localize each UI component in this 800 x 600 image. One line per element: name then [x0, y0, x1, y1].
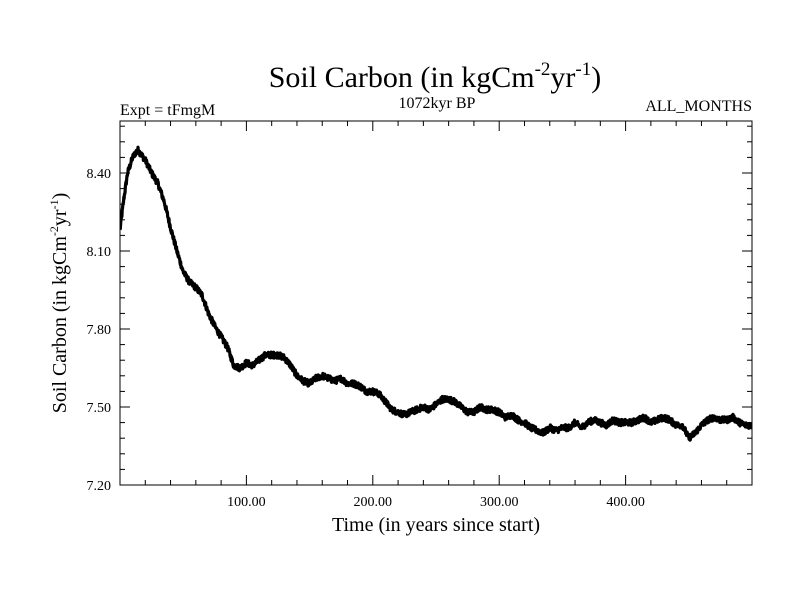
y-axis-label-sup2: -1	[47, 199, 61, 209]
x-axis: 100.00 200.00 300.00 400.00	[144, 121, 728, 510]
chart-title-text: Soil Carbon (in kgCm	[269, 61, 535, 94]
y-axis-label-sup1: -2	[47, 226, 61, 236]
y-tick-label: 7.20	[87, 479, 112, 494]
x-tick-label: 100.00	[227, 495, 266, 510]
plot-frame	[119, 120, 753, 486]
header-right-label: ALL_MONTHS	[645, 98, 752, 115]
chart-title-close: )	[591, 61, 601, 94]
y-axis: 7.20 7.50 7.80 8.10 8.40	[87, 125, 752, 494]
y-tick-label: 7.50	[87, 401, 112, 416]
y-tick-label: 7.80	[87, 323, 112, 338]
x-tick-label: 400.00	[606, 495, 645, 510]
series-group	[120, 145, 752, 442]
chart-title-sup1: -2	[535, 59, 551, 80]
header-left-label: Expt = tFmgM	[120, 102, 215, 119]
y-axis-label-text: Soil Carbon (in kgCm	[49, 236, 71, 414]
y-tick-label: 8.40	[87, 167, 112, 182]
x-tick-label: 200.00	[354, 495, 393, 510]
x-tick-label: 300.00	[480, 495, 519, 510]
y-axis-label-mid: yr	[49, 209, 71, 226]
chart-title-sup2: -1	[575, 59, 591, 80]
x-axis-label: Time (in years since start)	[332, 514, 540, 536]
y-tick-label: 8.10	[87, 245, 112, 260]
chart-title-mid: yr	[550, 61, 575, 94]
chart-title: Soil Carbon (in kgCm-2yr-1)	[269, 59, 602, 94]
y-axis-label-close: )	[49, 193, 71, 200]
y-axis-label: Soil Carbon (in kgCm-2yr-1)	[47, 193, 71, 414]
header-center-label: 1072kyr BP	[399, 95, 476, 112]
series-line	[120, 145, 752, 442]
